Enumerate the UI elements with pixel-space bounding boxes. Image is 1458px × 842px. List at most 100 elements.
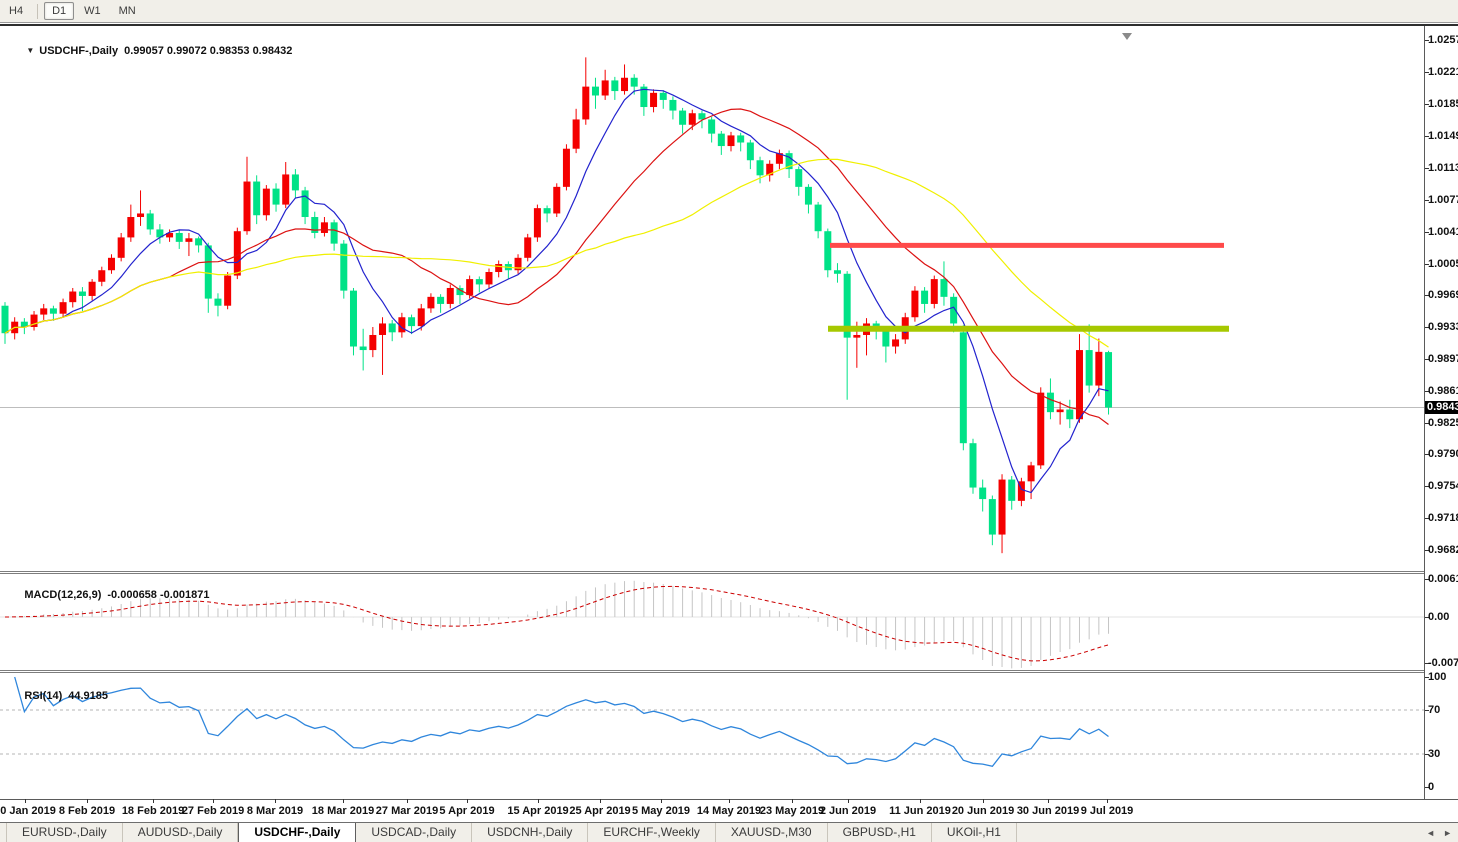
date-tick-label: 2 Jun 2019 <box>819 805 877 817</box>
candle-bear <box>204 245 212 299</box>
candle-bear <box>804 186 812 205</box>
price-axis-tick <box>1425 550 1429 552</box>
chart-tab-xauusd[interactable]: XAUUSD-,M30 <box>716 823 828 842</box>
candle-bull <box>1075 350 1083 420</box>
candle-bear <box>388 323 396 333</box>
rsi-pane[interactable] <box>0 674 1424 799</box>
rsi-tick-label: 0 <box>1428 780 1435 793</box>
candle-bull <box>282 174 290 205</box>
date-axis-tick <box>87 799 88 803</box>
price-tick-label: 1.00410 <box>1428 225 1458 238</box>
date-axis-tick <box>407 799 408 803</box>
candle-bear <box>969 443 977 488</box>
timeframe-button-d1[interactable]: D1 <box>44 2 75 20</box>
candle-bull <box>40 308 48 315</box>
symbol-dropdown-icon[interactable]: ▼ <box>26 46 35 55</box>
candle-bear <box>959 332 967 444</box>
price-axis[interactable]: 1.02570 1.02210 1.01850 1.01490 1.01130 1.007… <box>1424 26 1458 799</box>
candle-bear <box>156 229 164 238</box>
candle-bear <box>195 238 203 246</box>
price-tick-label: 0.98970 <box>1428 353 1458 366</box>
candle-bear <box>669 99 677 111</box>
macd-indicator-label: MACD(12,26,9) -0.000658 -0.001871 <box>24 589 210 601</box>
tab-scroll-right-icon[interactable]: ► <box>1443 827 1452 838</box>
chart-tabs-bar: EURUSD-,Daily AUDUSD-,Daily USDCHF-,Daily U… <box>0 822 1458 842</box>
date-axis-tick <box>848 799 849 803</box>
main-chart-pane[interactable] <box>0 28 1424 572</box>
candle-bear <box>814 204 822 232</box>
candle-bull <box>466 279 474 296</box>
candle-bear <box>611 80 619 92</box>
timeframe-button-mn[interactable]: MN <box>118 5 136 17</box>
price-axis-tick <box>1425 103 1429 105</box>
candle-bear <box>746 142 754 161</box>
price-axis-tick <box>1425 295 1429 297</box>
date-axis-tick <box>1107 799 1108 803</box>
candle-bear <box>1008 479 1016 501</box>
candle-bear <box>291 174 299 191</box>
price-tick-label: 0.99330 <box>1428 321 1458 334</box>
date-tick-label: 8 Mar 2019 <box>246 805 304 817</box>
price-axis-tick <box>1425 135 1429 137</box>
candle-bear <box>49 308 57 314</box>
rsi-axis-tick <box>1425 753 1429 755</box>
candle-bull <box>572 119 580 149</box>
rsi-tick-label: 30 <box>1428 747 1441 760</box>
price-axis-tick <box>1425 327 1429 329</box>
price-axis-tick <box>1425 486 1429 488</box>
price-tick-label: 0.98250 <box>1428 417 1458 430</box>
price-axis-tick <box>1425 518 1429 520</box>
current-price-box: 0.98432 <box>1425 401 1458 415</box>
chart-tab-audusd[interactable]: AUDUSD-,Daily <box>123 823 239 842</box>
timeframe-button-w1[interactable]: W1 <box>84 5 101 17</box>
candle-bear <box>950 296 958 324</box>
date-axis-tick <box>983 799 984 803</box>
price-tick-label: 1.02210 <box>1428 65 1458 78</box>
rsi-indicator-label: RSI(14) 44.9185 <box>24 690 109 702</box>
chart-tab-eurusd[interactable]: EURUSD-,Daily <box>6 823 123 842</box>
chart-shift-icon[interactable] <box>1122 33 1132 40</box>
candle-bull <box>185 238 193 242</box>
date-tick-label: 23 May 2019 <box>759 805 825 817</box>
date-axis[interactable]: 30 Jan 2019 8 Feb 2019 18 Feb 2019 27 Feb 2… <box>0 799 1424 824</box>
date-tick-label: 8 Feb 2019 <box>58 805 116 817</box>
chart-tab-ukoil[interactable]: UKOil-,H1 <box>932 823 1017 842</box>
date-tick-label: 18 Mar 2019 <box>311 805 375 817</box>
candle-bear <box>921 290 929 304</box>
date-tick-label: 5 May 2019 <box>631 805 691 817</box>
price-axis-tick <box>1425 40 1429 41</box>
date-axis-tick <box>275 799 276 803</box>
tab-scroll-left-icon[interactable]: ◄ <box>1426 827 1436 838</box>
chart-tab-usdchf[interactable]: USDCHF-,Daily <box>238 823 357 842</box>
pane-separator[interactable] <box>0 670 1458 673</box>
chart-tab-eurchf[interactable]: EURCHF-,Weekly <box>588 823 716 842</box>
candle-bear <box>78 291 86 296</box>
candle-bear <box>330 222 338 244</box>
chart-window: ▼ USDCHF-,Daily 0.99057 0.99072 0.98353 0.… <box>0 24 1458 824</box>
candle-bull <box>892 339 900 347</box>
macd-pane[interactable] <box>0 574 1424 670</box>
date-axis-tick <box>538 799 539 803</box>
macd-signal-line <box>4 585 1109 662</box>
price-tick-label: 0.97900 <box>1428 448 1458 461</box>
candle-bear <box>882 330 890 347</box>
date-axis-tick <box>792 799 793 803</box>
price-axis-tick <box>1425 423 1429 425</box>
timeframe-button-h4[interactable]: H4 <box>9 5 24 17</box>
candle-bear <box>340 243 348 291</box>
chart-tab-usdcnh[interactable]: USDCNH-,Daily <box>472 823 589 842</box>
candle-bull <box>1056 409 1064 413</box>
pane-separator[interactable] <box>0 571 1458 574</box>
candle-bull <box>853 334 861 338</box>
chart-tab-usdcad[interactable]: USDCAD-,Daily <box>356 823 473 842</box>
candle-bull <box>911 290 919 318</box>
chart-tab-gbpusd[interactable]: GBPUSD-,H1 <box>828 823 932 842</box>
date-axis-tick <box>25 799 26 803</box>
candle-bear <box>679 110 687 125</box>
candle-bull <box>650 92 658 108</box>
candle-bull <box>427 296 435 309</box>
candle-bear <box>940 279 948 297</box>
macd-axis-tick <box>1425 663 1429 665</box>
date-axis-tick <box>920 799 921 803</box>
candle-bull <box>320 222 328 233</box>
